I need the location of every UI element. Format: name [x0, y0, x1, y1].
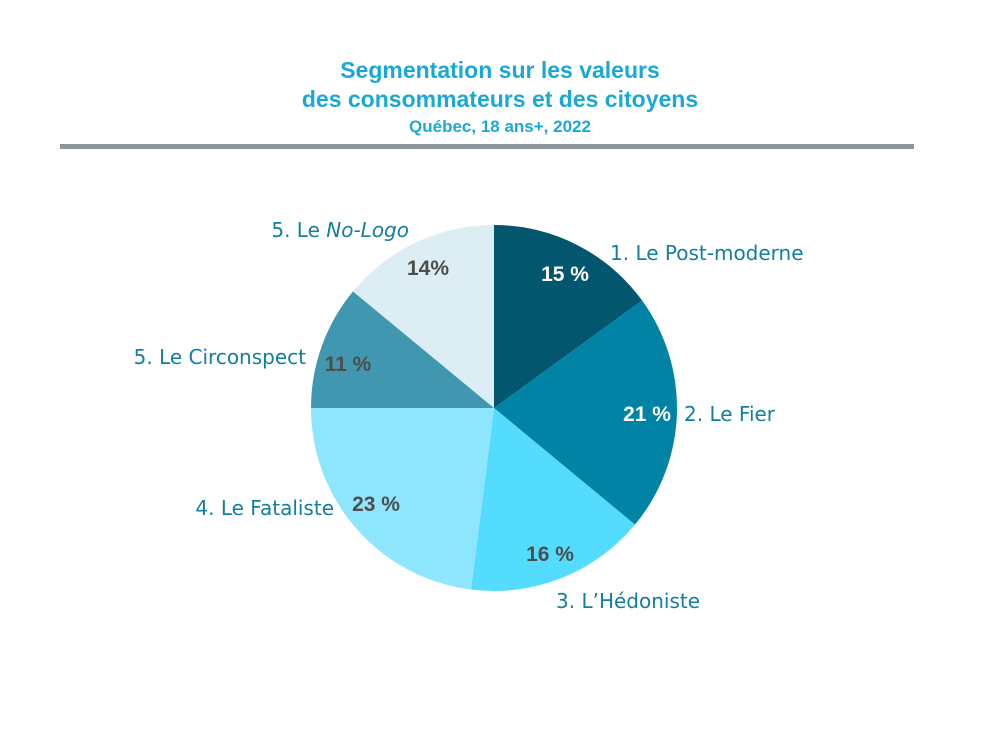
chart-title-block: Segmentation sur les valeurs des consomm… [0, 56, 1000, 138]
slice-value-label-1: 15 % [541, 263, 589, 286]
title-divider [60, 144, 914, 149]
pie-slice-6 [352, 225, 494, 408]
chart-title-line-1: Segmentation sur les valeurs [340, 57, 660, 83]
slice-value-label-4: 23 % [352, 493, 400, 516]
slice-value-label-3: 16 % [526, 543, 574, 566]
slice-category-label-4: 4. Le Fataliste [195, 496, 334, 520]
slice-value-label-6: 14% [407, 257, 449, 280]
pie-slice-2 [494, 300, 678, 525]
slice-category-label-1: 1. Le Post-moderne [610, 241, 804, 265]
slice-value-label-2: 21 % [623, 403, 671, 426]
slice-value-label-5: 11 % [325, 353, 372, 376]
pie-slice-5 [311, 291, 494, 408]
slice-category-label-3: 3. L’Hédoniste [556, 589, 700, 613]
slice-category-label-6: 5. Le No-Logo [271, 218, 409, 242]
pie-slice-3 [471, 408, 636, 592]
pie-slice-4 [311, 408, 494, 590]
chart-title-line-2: des consommateurs et des citoyens [301, 86, 699, 112]
slice-category-label-5: 5. Le Circonspect [134, 345, 307, 369]
chart-subtitle: Québec, 18 ans+, 2022 [409, 117, 591, 136]
pie-slice-1 [494, 225, 643, 408]
slice-category-label-2: 2. Le Fier [684, 402, 776, 426]
